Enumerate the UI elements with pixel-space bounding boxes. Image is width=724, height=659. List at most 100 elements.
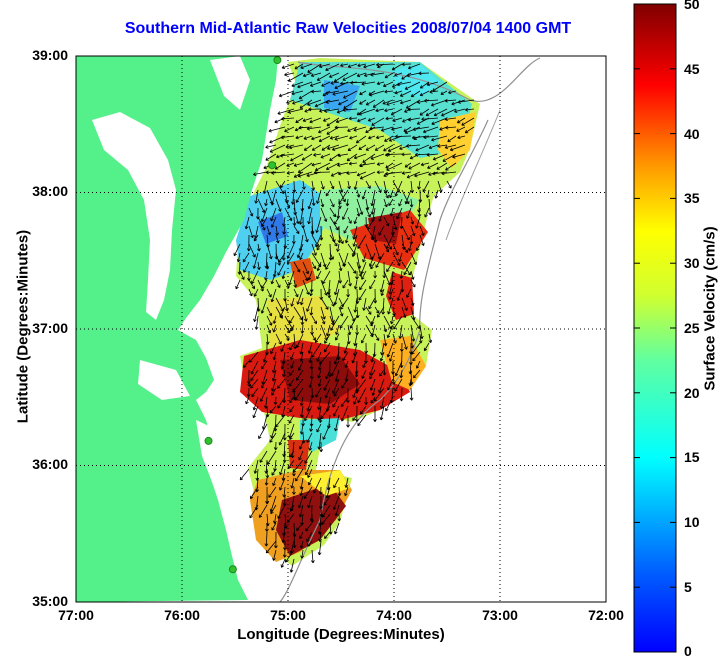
velocity-arrow bbox=[445, 162, 457, 171]
velocity-arrow bbox=[426, 152, 439, 157]
velocity-arrow bbox=[373, 387, 385, 402]
velocity-arrow bbox=[277, 261, 286, 276]
velocity-arrow bbox=[353, 126, 367, 132]
velocity-arrow bbox=[441, 171, 457, 176]
velocity-arrow bbox=[374, 306, 380, 314]
velocity-arrow bbox=[311, 243, 317, 256]
velocity-arrow bbox=[432, 81, 448, 92]
velocity-arrow bbox=[309, 423, 313, 432]
velocity-arrow bbox=[434, 189, 439, 199]
velocity-arrow bbox=[298, 125, 313, 130]
station-marker bbox=[204, 436, 213, 445]
velocity-arrow bbox=[401, 261, 411, 276]
velocity-arrow bbox=[380, 288, 385, 297]
velocity-arrow bbox=[373, 288, 378, 304]
velocity-arrow bbox=[271, 522, 277, 531]
velocity-arrow bbox=[307, 198, 313, 210]
velocity-arrow bbox=[289, 396, 295, 404]
velocity-arrow bbox=[293, 162, 304, 167]
velocity-arrow bbox=[376, 81, 385, 86]
velocity-arrow bbox=[353, 180, 358, 190]
velocity-arrow bbox=[284, 198, 291, 209]
velocity-arrow bbox=[245, 396, 250, 405]
velocity-arrow bbox=[362, 252, 367, 263]
velocity-arrow bbox=[401, 152, 412, 157]
velocity-arrow bbox=[281, 243, 286, 261]
velocity-arrow bbox=[395, 134, 412, 139]
velocity-arrow bbox=[252, 396, 259, 411]
velocity-arrow bbox=[348, 116, 358, 121]
velocity-arrow bbox=[315, 387, 322, 398]
velocity-arrow bbox=[329, 198, 335, 208]
velocity-arrow bbox=[326, 144, 340, 150]
velocity-arrow bbox=[359, 90, 367, 96]
velocity-arrow bbox=[334, 135, 349, 141]
velocity-arrow bbox=[370, 315, 376, 325]
velocity-arrow bbox=[297, 360, 304, 371]
velocity-arrow bbox=[444, 98, 457, 103]
velocity-arrow bbox=[358, 108, 376, 116]
velocity-arrow bbox=[412, 351, 421, 362]
velocity-arrow bbox=[311, 162, 322, 167]
velocity-arrow bbox=[253, 306, 259, 323]
velocity-arrow bbox=[352, 234, 358, 247]
velocity-arrow bbox=[419, 90, 430, 97]
velocity-arrow bbox=[360, 405, 367, 415]
velocity-arrow bbox=[357, 387, 367, 404]
velocity-arrow bbox=[428, 144, 439, 150]
velocity-arrow bbox=[330, 360, 340, 377]
velocity-arrow bbox=[319, 441, 324, 453]
velocity-arrow bbox=[369, 378, 376, 391]
velocity-arrow bbox=[273, 531, 278, 549]
velocity-arrow bbox=[399, 342, 404, 352]
velocity-arrow bbox=[273, 441, 278, 451]
velocity-arrow bbox=[292, 459, 304, 473]
velocity-arrow bbox=[340, 297, 349, 310]
velocity-arrow bbox=[401, 62, 412, 67]
velocity-arrow bbox=[248, 225, 254, 239]
velocity-arrow bbox=[359, 99, 367, 105]
velocity-arrow bbox=[342, 279, 349, 289]
velocity-arrow bbox=[376, 62, 394, 67]
colorbar-tick-label: 30 bbox=[684, 255, 700, 271]
velocity-arrow bbox=[271, 378, 277, 392]
colorbar-tick-label: 0 bbox=[684, 643, 692, 659]
velocity-arrow bbox=[296, 522, 304, 531]
velocity-arrow bbox=[409, 234, 414, 245]
velocity-arrow bbox=[278, 432, 286, 446]
colorbar-tick-label: 20 bbox=[684, 385, 700, 401]
velocity-arrow bbox=[318, 414, 323, 423]
velocity-arrow bbox=[325, 162, 340, 171]
velocity-arrow bbox=[361, 189, 367, 200]
velocity-arrow bbox=[415, 360, 421, 369]
velocity-arrow bbox=[304, 405, 313, 422]
velocity-arrow bbox=[316, 423, 322, 433]
velocity-arrow bbox=[449, 144, 466, 152]
velocity-arrow bbox=[311, 89, 322, 94]
velocity-arrow bbox=[272, 549, 277, 561]
velocity-arrow bbox=[298, 90, 313, 100]
velocity-arrow bbox=[288, 414, 295, 424]
velocity-arrow bbox=[265, 144, 277, 149]
velocity-arrow bbox=[282, 549, 287, 558]
velocity-arrow bbox=[294, 63, 304, 70]
velocity-arrow bbox=[311, 342, 322, 358]
velocity-arrow bbox=[343, 90, 358, 99]
velocity-arrow bbox=[347, 216, 352, 224]
velocity-arrow bbox=[431, 117, 448, 126]
velocity-arrow bbox=[387, 378, 394, 391]
velocity-arrow bbox=[376, 170, 385, 175]
velocity-arrow bbox=[320, 315, 326, 325]
velocity-arrow bbox=[275, 252, 281, 266]
velocity-arrow bbox=[333, 72, 349, 83]
velocity-arrow bbox=[452, 153, 466, 159]
velocity-arrow bbox=[370, 261, 376, 270]
velocity-arrow bbox=[325, 324, 331, 337]
velocity-arrow bbox=[332, 90, 349, 96]
velocity-arrow bbox=[436, 162, 448, 170]
velocity-arrow bbox=[293, 306, 303, 321]
velocity-arrow bbox=[243, 261, 250, 273]
velocity-arrow bbox=[344, 486, 349, 497]
velocity-arrow bbox=[408, 243, 412, 252]
velocity-arrow bbox=[265, 153, 277, 161]
